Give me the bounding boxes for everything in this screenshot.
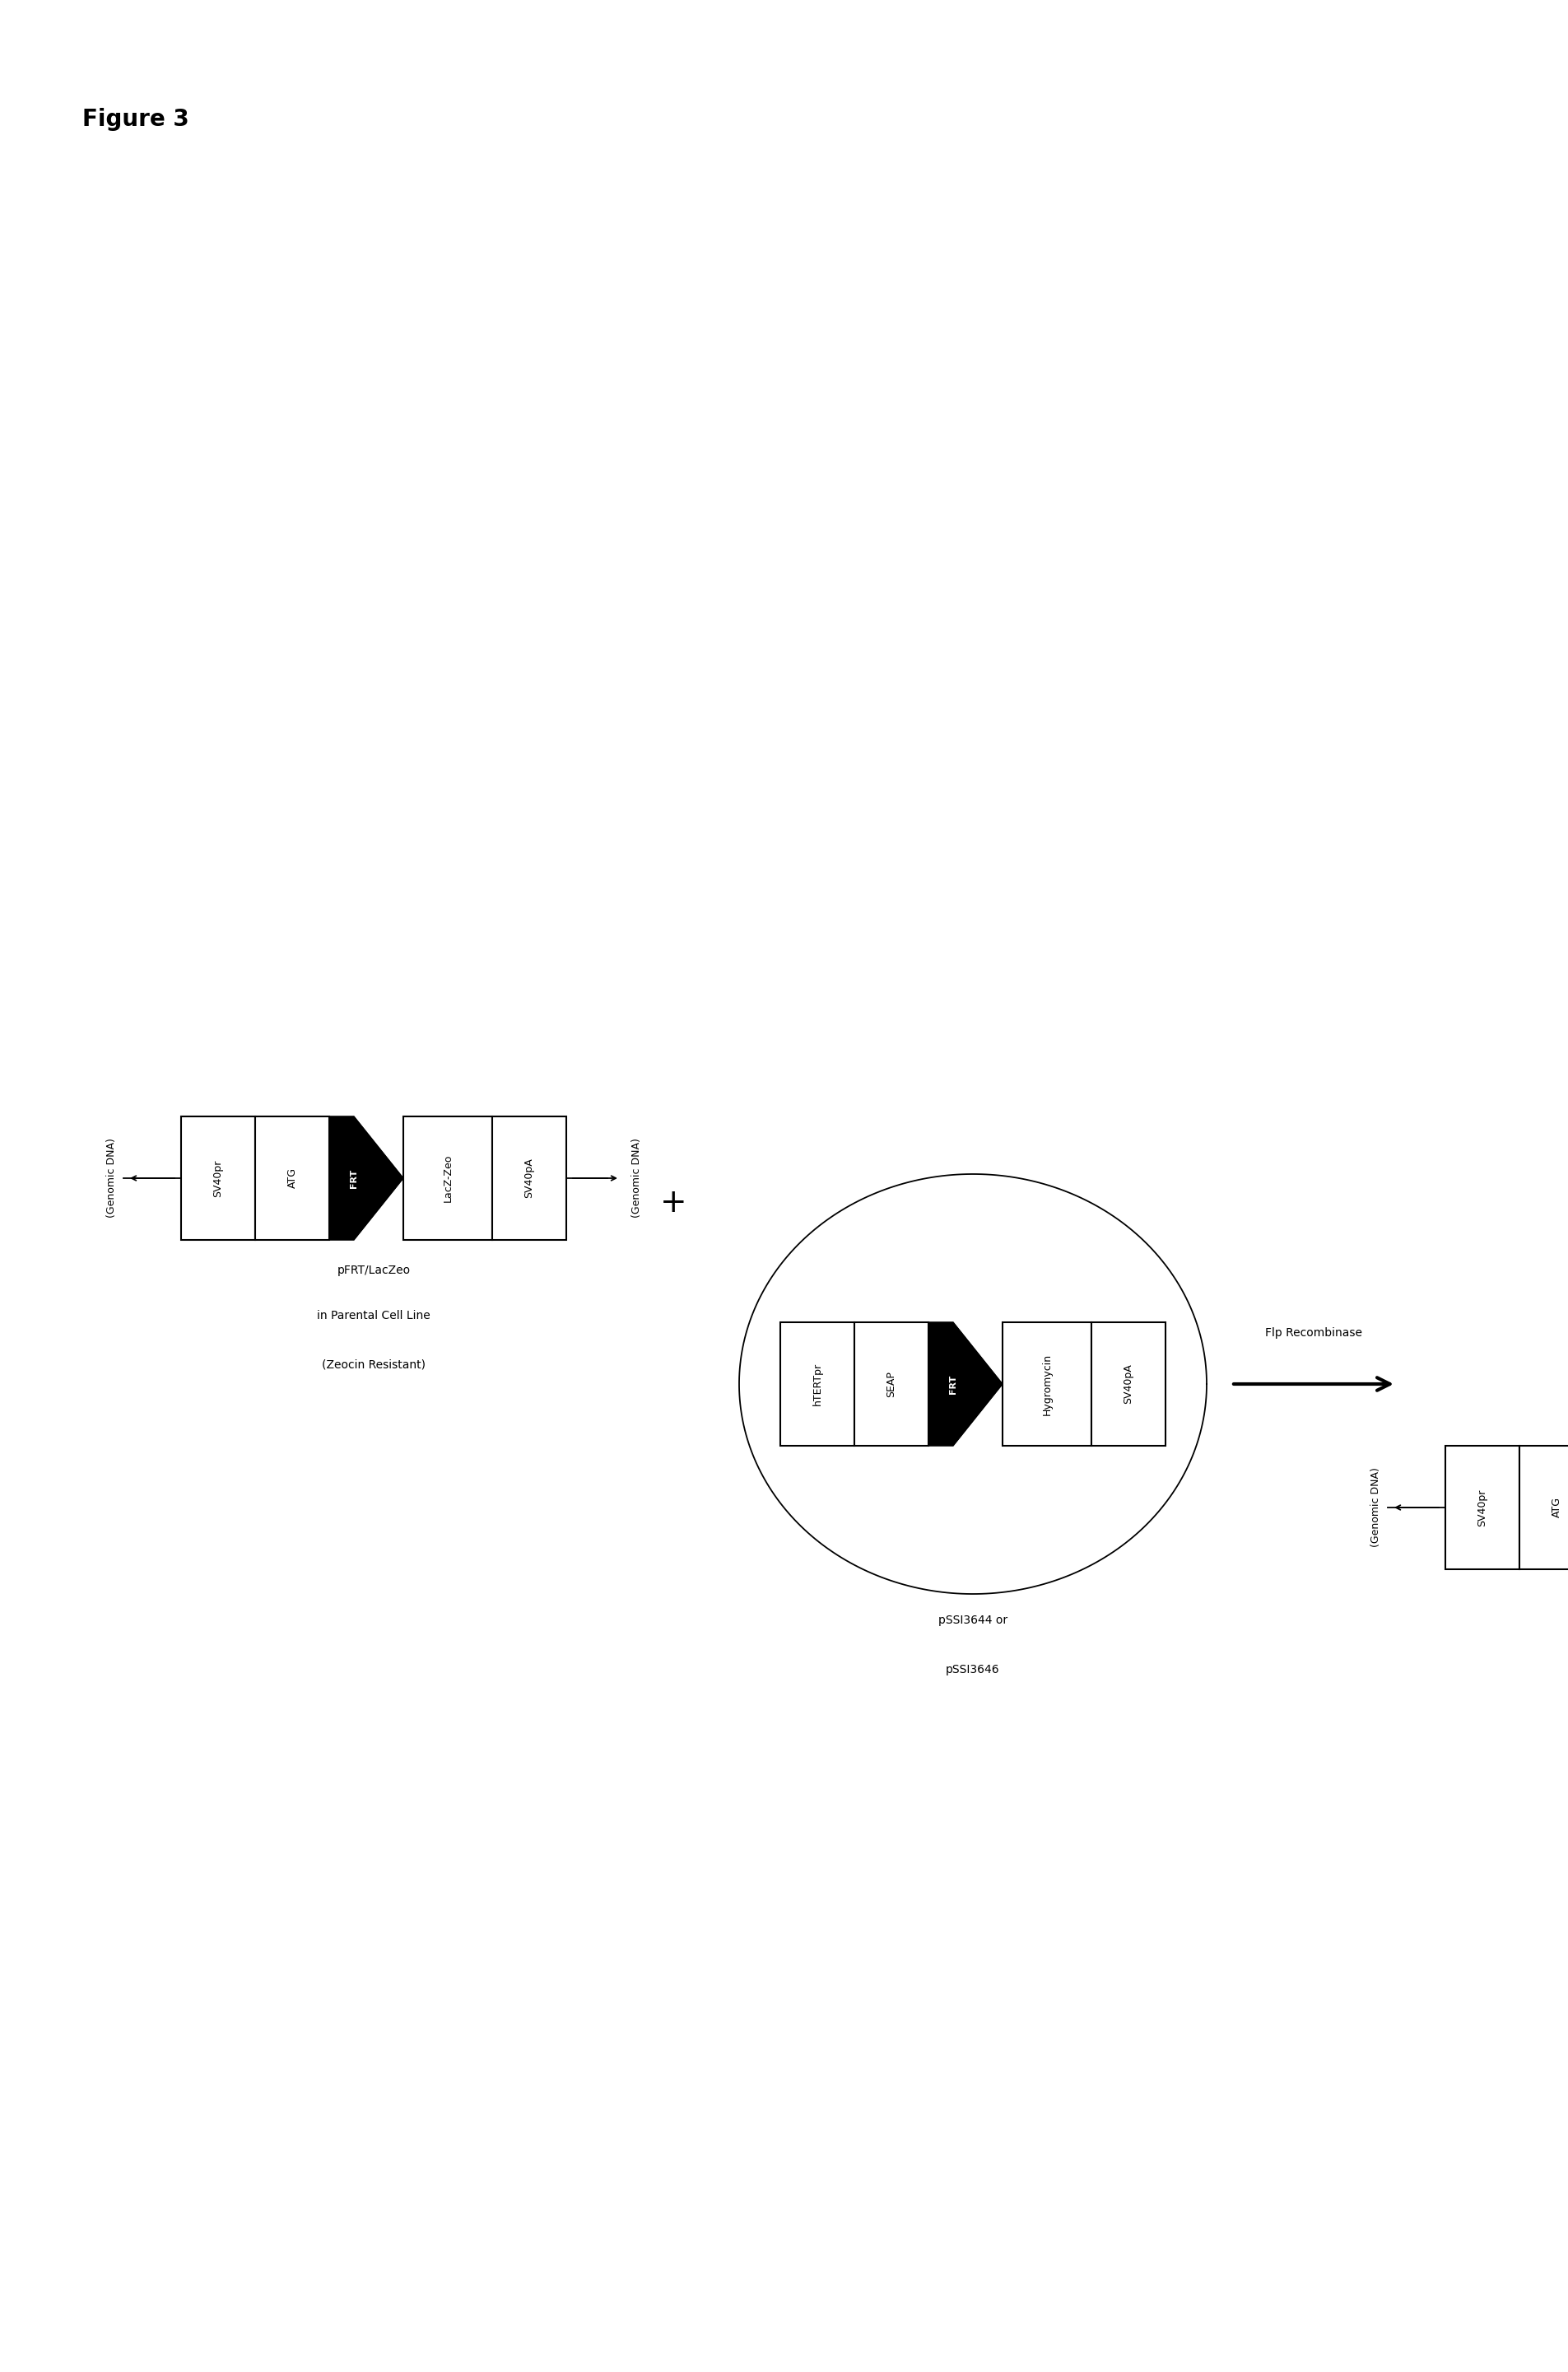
FancyBboxPatch shape — [180, 1117, 256, 1241]
Polygon shape — [329, 1117, 403, 1241]
FancyBboxPatch shape — [779, 1321, 855, 1447]
Polygon shape — [928, 1321, 1002, 1447]
FancyBboxPatch shape — [403, 1117, 492, 1241]
Text: pSSI3644 or: pSSI3644 or — [938, 1615, 1007, 1627]
Text: FRT: FRT — [350, 1169, 358, 1188]
FancyBboxPatch shape — [1519, 1447, 1568, 1570]
Text: (Genomic DNA): (Genomic DNA) — [1369, 1468, 1380, 1547]
FancyBboxPatch shape — [1002, 1321, 1091, 1447]
Text: +: + — [660, 1188, 687, 1219]
Text: FRT: FRT — [949, 1373, 956, 1395]
FancyBboxPatch shape — [1091, 1321, 1165, 1447]
Text: ATG: ATG — [287, 1167, 298, 1188]
Text: (Zeocin Resistant): (Zeocin Resistant) — [321, 1359, 425, 1371]
Text: SV40pr: SV40pr — [213, 1160, 223, 1198]
Text: SV40pr: SV40pr — [1477, 1490, 1486, 1525]
Text: Flp Recombinase: Flp Recombinase — [1264, 1328, 1361, 1338]
Text: in Parental Cell Line: in Parental Cell Line — [317, 1309, 430, 1321]
Text: LacZ-Zeo: LacZ-Zeo — [442, 1155, 453, 1203]
Text: Hygromycin: Hygromycin — [1041, 1352, 1052, 1416]
Text: hTERTpr: hTERTpr — [812, 1362, 822, 1407]
Text: (Genomic DNA): (Genomic DNA) — [105, 1139, 116, 1219]
Text: ATG: ATG — [1551, 1497, 1562, 1518]
FancyBboxPatch shape — [256, 1117, 329, 1241]
Text: SV40pA: SV40pA — [1123, 1364, 1134, 1404]
FancyBboxPatch shape — [855, 1321, 928, 1447]
Text: pFRT/LacZeo: pFRT/LacZeo — [337, 1264, 411, 1276]
FancyBboxPatch shape — [492, 1117, 566, 1241]
Text: SEAP: SEAP — [886, 1371, 897, 1397]
Text: Figure 3: Figure 3 — [82, 107, 190, 130]
FancyBboxPatch shape — [1444, 1447, 1519, 1570]
Text: pSSI3646: pSSI3646 — [946, 1663, 999, 1675]
Text: SV40pA: SV40pA — [524, 1158, 535, 1198]
Text: (Genomic DNA): (Genomic DNA) — [630, 1139, 641, 1219]
